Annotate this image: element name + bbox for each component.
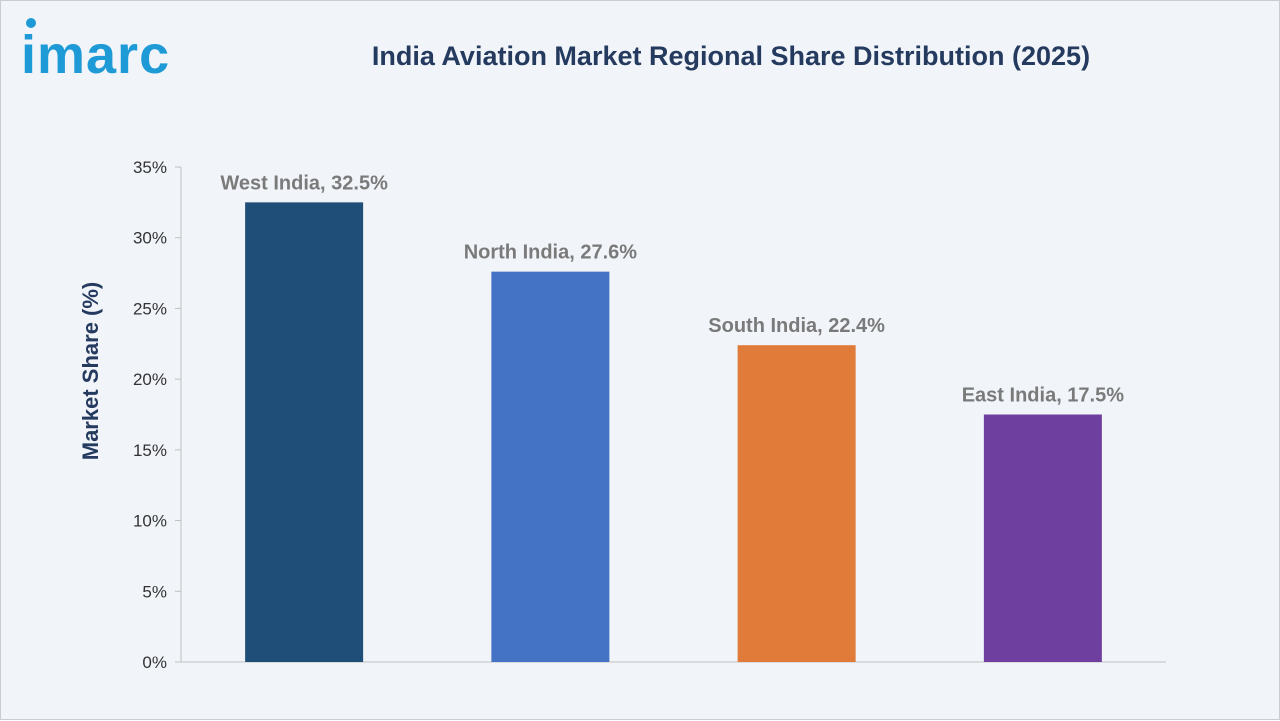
data-label: East India, 17.5% <box>962 385 1125 407</box>
y-tick-label: 0% <box>142 653 167 672</box>
data-label: West India, 32.5% <box>220 172 388 194</box>
y-tick-label: 20% <box>133 370 167 389</box>
y-tick-label: 30% <box>133 229 167 248</box>
bar-south-india <box>737 345 856 662</box>
y-tick-label: 35% <box>133 158 167 177</box>
y-axis-title: Market Share (%) <box>78 282 103 461</box>
data-labels: West India, 32.5% North India, 27.6% South… <box>220 172 1124 406</box>
y-tick-label: 25% <box>133 299 167 318</box>
y-tick-label: 10% <box>133 512 167 531</box>
data-label: North India, 27.6% <box>464 242 638 264</box>
data-label: South India, 22.4% <box>708 315 885 337</box>
svg-text:imarc: imarc <box>21 25 170 85</box>
y-tick-label: 15% <box>133 441 167 460</box>
y-axis: 0% 5% 10% 15% 20% 25% 30% 35% <box>133 158 1166 672</box>
bars <box>245 202 1102 662</box>
bar-north-india <box>491 271 610 662</box>
imarc-logo: imarc <box>21 18 170 85</box>
bar-east-india <box>983 414 1102 662</box>
chart-title: India Aviation Market Regional Share Dis… <box>371 41 1091 71</box>
bar-west-india <box>245 202 364 662</box>
y-tick-label: 5% <box>142 582 167 601</box>
